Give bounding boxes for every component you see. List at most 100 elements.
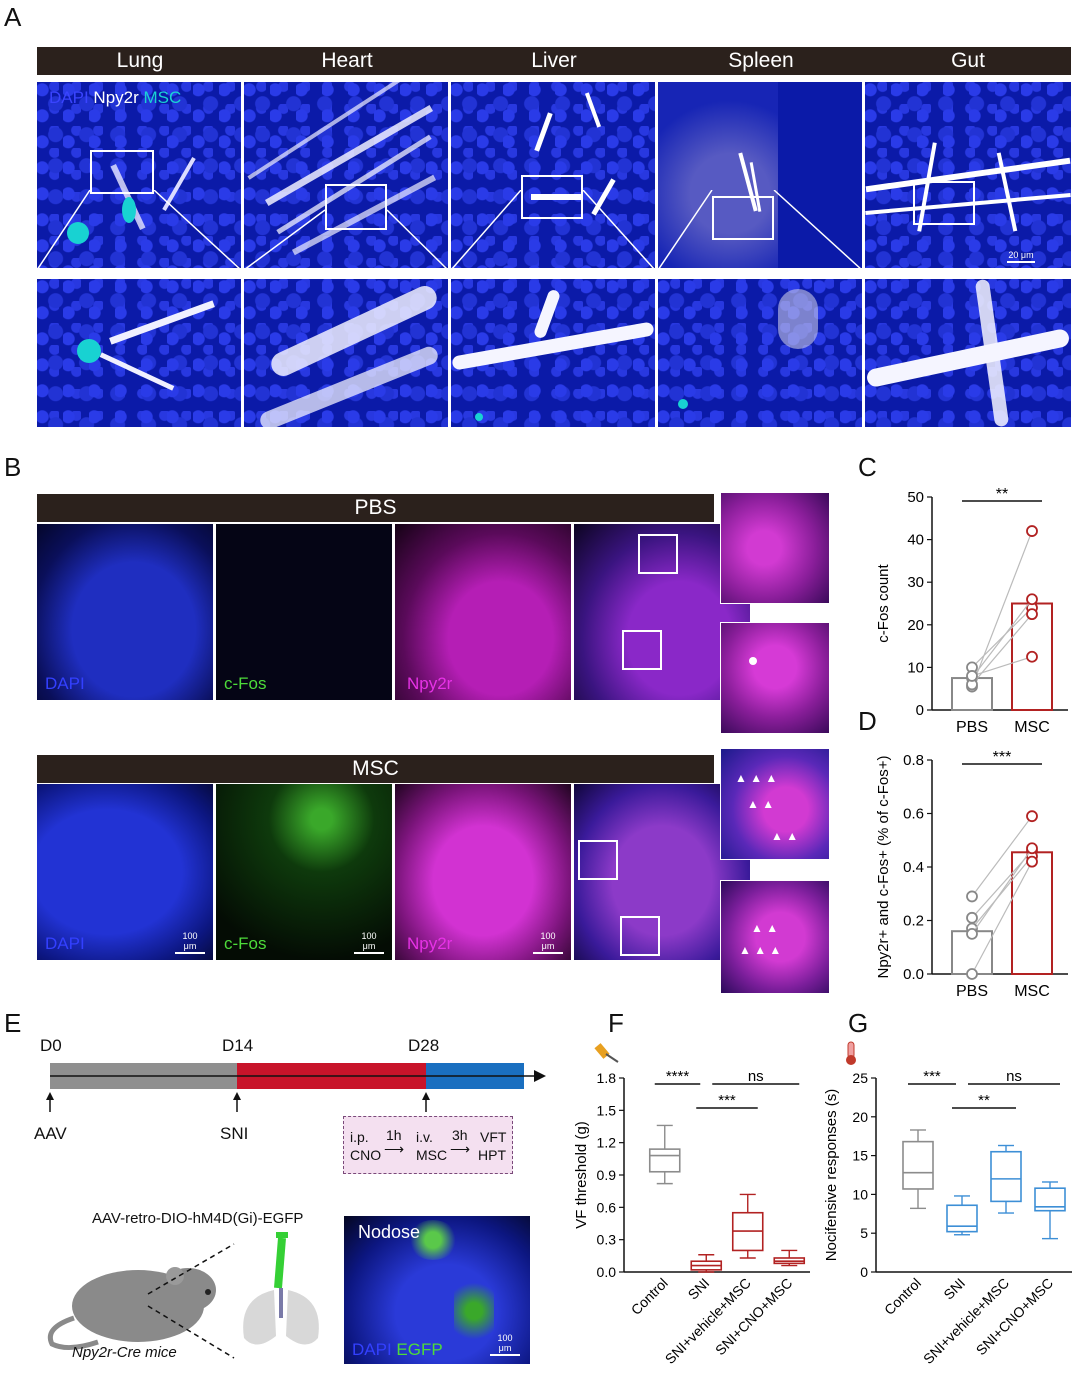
y-tick-label: 15	[852, 1148, 868, 1164]
data-point	[1026, 608, 1038, 621]
y-tick-label: 0.6	[903, 806, 924, 823]
y-tick-label: 40	[907, 532, 924, 549]
mouse-label: Npy2r-Cre mice	[72, 1344, 177, 1361]
pbs-inset-2	[720, 622, 830, 734]
significance-label: ***	[923, 1068, 941, 1085]
y-tick-label: 0.2	[903, 913, 924, 930]
legend-npy2r: Npy2r	[93, 88, 139, 107]
paired-line	[971, 847, 1033, 935]
box	[648, 1148, 681, 1173]
pbs-inset-1	[720, 492, 830, 604]
y-tick-label: 1.2	[597, 1135, 617, 1151]
timeline-d28: D28	[408, 1036, 440, 1055]
data-point	[1026, 842, 1038, 855]
y-tick-label: 0.3	[597, 1232, 617, 1248]
x-tick-label: Control	[628, 1275, 671, 1318]
nodose-egfp-label: EGFP	[396, 1340, 443, 1359]
y-tick-label: 5	[860, 1225, 868, 1241]
organ-header-bar: Lung Heart Liver Spleen Gut	[37, 47, 1071, 75]
zoom-heart	[244, 279, 448, 427]
paired-line	[971, 530, 1033, 687]
pbs-cfos-image: c-Fos	[216, 524, 392, 700]
zoom-lung	[37, 279, 241, 427]
y-tick-label: 0.4	[903, 859, 924, 876]
group-header-msc: MSC	[37, 755, 714, 783]
pbs-cfos-label: c-Fos	[224, 674, 267, 693]
msc-cfos-label: c-Fos	[224, 934, 267, 953]
legend-msc: MSC	[143, 88, 182, 107]
box	[1034, 1187, 1066, 1212]
significance-label: ns	[748, 1068, 764, 1085]
x-tick-label: Control	[881, 1275, 924, 1318]
data-point	[1026, 810, 1038, 823]
y-tick-label: 10	[852, 1186, 868, 1202]
pbs-zoom-box-2	[622, 630, 662, 670]
y-tick-label: 20	[852, 1109, 868, 1125]
data-point	[1026, 855, 1038, 868]
panel-label-d: D	[858, 706, 877, 736]
bar-chart-c: 0 10 20 30 40 50 PBS MSC ** c-Fos count	[875, 486, 1068, 736]
filament-icon	[594, 1043, 619, 1063]
panel-label-a: A	[4, 2, 22, 32]
x-tick-label: SNI	[685, 1275, 713, 1303]
box	[902, 1140, 934, 1190]
micrograph-spleen	[658, 82, 862, 268]
y-tick-label: 0.6	[597, 1199, 617, 1215]
paired-line	[971, 598, 1033, 679]
bar-chart-d: 0.0 0.2 0.4 0.6 0.8 PBS MSC *** Npy2r+ and c-Fos…	[875, 749, 1068, 1000]
timeline-d14: D14	[222, 1036, 254, 1055]
x-tick-label: SNI+CNO+MSC	[973, 1275, 1056, 1358]
msc-dapi-label: DAPI	[45, 934, 85, 953]
y-tick-label: 0	[860, 1264, 868, 1280]
y-axis-label: Nocifensive responses (s)	[823, 1089, 840, 1262]
experiment-timeline	[46, 1063, 546, 1112]
msc-zoom-box-1	[578, 840, 618, 880]
nodose-dapi-label: DAPI	[352, 1340, 392, 1359]
zoom-gut	[865, 279, 1071, 427]
zoom-connectors-a	[37, 190, 863, 271]
data-point	[966, 968, 978, 980]
panel-label-b: B	[4, 452, 22, 482]
panel-label-c: C	[858, 452, 877, 482]
msc-zoom-box-2	[620, 916, 660, 956]
scale-bar-msc-dapi: 100 μm	[175, 931, 205, 954]
group-header-pbs: PBS	[37, 494, 714, 522]
scale-bar-msc-cfos: 100 μm	[354, 931, 384, 954]
zoom-box-lung	[90, 150, 154, 194]
pbs-dapi-image: DAPI	[37, 524, 213, 700]
significance-label: ns	[1006, 1068, 1022, 1085]
y-tick-label: 25	[852, 1070, 868, 1086]
legend-dapi: DAPI	[49, 88, 89, 107]
organ-label-lung: Lung	[116, 49, 164, 72]
organ-label-gut: Gut	[951, 49, 985, 72]
y-tick-label: 0.0	[597, 1264, 617, 1280]
msc-dapi-image: DAPI 100 μm	[37, 784, 213, 960]
zoom-box-liver	[521, 175, 583, 219]
zoom-box-gut	[913, 181, 975, 225]
nodose-title: Nodose	[358, 1222, 421, 1242]
msc-cfos-image: c-Fos 100 μm	[216, 784, 392, 960]
paired-line	[971, 607, 1033, 668]
x-tick-label: PBS	[956, 719, 988, 736]
pbs-zoom-box-1	[638, 534, 678, 574]
data-point	[1026, 650, 1038, 663]
significance-label: **	[996, 486, 1008, 503]
paired-line	[971, 815, 1033, 897]
zoom-liver	[451, 279, 655, 427]
significance-label: ***	[718, 1092, 736, 1109]
y-tick-label: 1.5	[597, 1102, 617, 1118]
scale-bar-msc-npy2r: 100 μm	[533, 931, 563, 954]
scale-bar-a: 20 μm	[1007, 250, 1035, 263]
micrograph-gut: 20 μm	[865, 82, 1071, 268]
msc-inset-2: ▲ ▲ ▲ ▲ ▲	[720, 880, 830, 994]
pbs-npy2r-image: Npy2r	[395, 524, 571, 700]
x-tick-label: PBS	[956, 983, 988, 1000]
bar-msc	[1011, 851, 1053, 975]
x-tick-label: SNI+CNO+MSC	[712, 1275, 795, 1358]
organ-label-spleen: Spleen	[728, 49, 794, 72]
box	[990, 1150, 1022, 1203]
data-point	[966, 890, 978, 903]
zoom-box-spleen	[712, 196, 774, 240]
x-tick-label: MSC	[1014, 983, 1050, 1000]
